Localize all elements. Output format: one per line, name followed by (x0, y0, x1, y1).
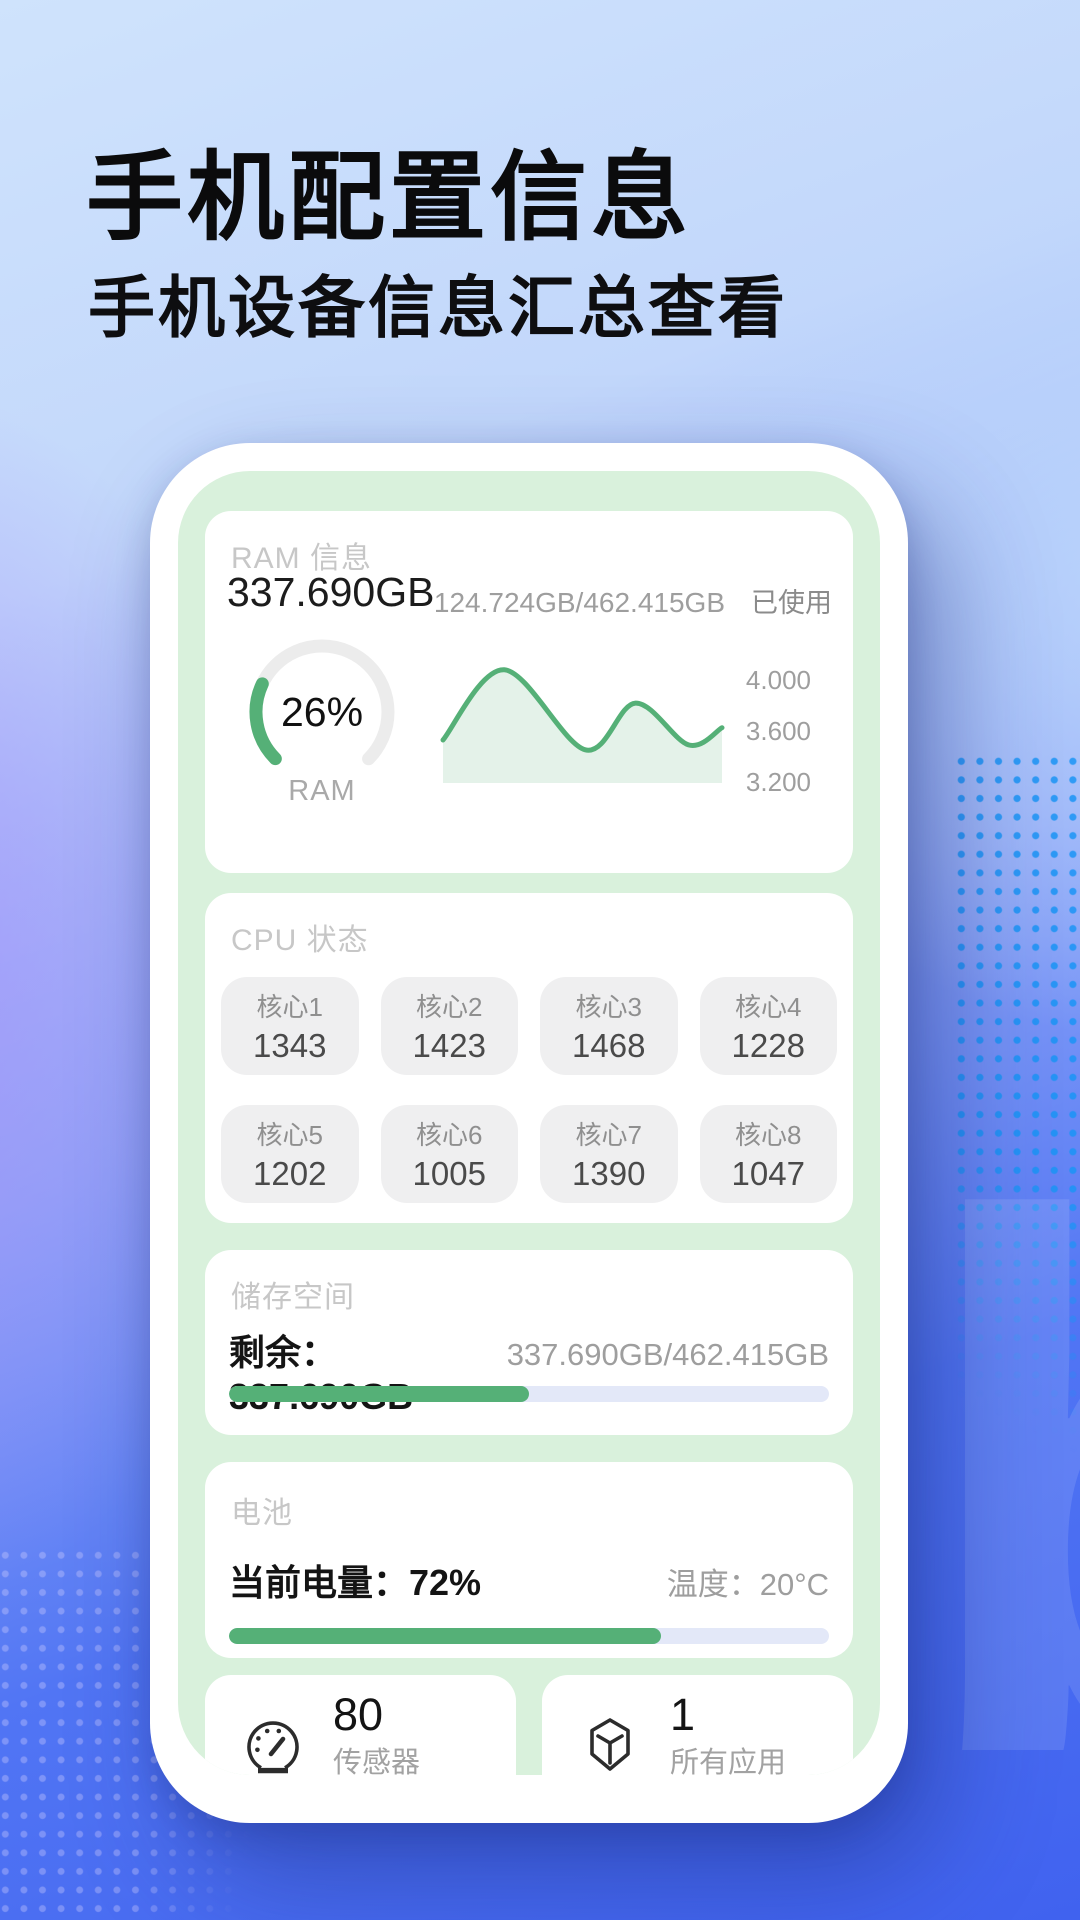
cpu-card-header: CPU 状态 (231, 924, 369, 957)
storage-card: 储存空间 剩余：337.690GB 337.690GB/462.415GB (205, 1250, 853, 1435)
cpu-core-value: 1047 (731, 1155, 805, 1192)
axis-tick-1: 4.000 (745, 665, 811, 695)
cpu-core-value: 1390 (572, 1155, 646, 1192)
battery-stat-row: 当前电量：72% 温度：20°C (229, 1554, 829, 1606)
ram-gauge-percent: 26% (280, 689, 364, 735)
cpu-core-label: 核心3 (575, 992, 642, 1022)
ram-gauge-chart: 26% RAM (237, 627, 407, 807)
apps-shortcut-card[interactable]: 1 所有应用 (542, 1675, 853, 1775)
storage-progress-bar (229, 1386, 829, 1402)
cpu-status-card: CPU 状态 核心1 1343 核心2 1423 核心3 1468 核心4 1228 核心5 12… (205, 893, 853, 1223)
storage-remaining: 剩余：337.690GB (229, 1332, 413, 1417)
ram-usage-row: 124.724GB/462.415GB 已使用 (434, 581, 832, 620)
ram-trend-area-chart (440, 667, 725, 783)
apps-count: 1 (670, 1689, 696, 1740)
cpu-core-tile: 核心8 1047 (699, 1105, 837, 1203)
sensor-count: 80 (333, 1689, 384, 1740)
phone-screen: RAM 信息 337.690GB 124.724GB/462.415GB 已使用… (178, 471, 880, 1775)
gauge-arc (249, 639, 395, 785)
storage-progress-fill (229, 1386, 529, 1402)
phone-mockup-frame: RAM 信息 337.690GB 124.724GB/462.415GB 已使用… (150, 443, 908, 1823)
axis-tick-2: 3.600 (745, 716, 811, 746)
cpu-core-label: 核心5 (256, 1120, 323, 1150)
cpu-core-value: 1343 (253, 1027, 327, 1064)
cpu-core-grid: 核心1 1343 核心2 1423 核心3 1468 核心4 1228 核心5 1202 核心6 10… (221, 977, 837, 1203)
cpu-core-value: 1468 (572, 1027, 646, 1064)
battery-temperature: 温度：20°C (666, 1567, 829, 1602)
ram-usage-ratio: 124.724GB/462.415GB (433, 587, 725, 618)
battery-level: 当前电量：72% (229, 1562, 482, 1603)
cpu-core-tile: 核心4 1228 (699, 977, 837, 1075)
axis-tick-3: 3.200 (745, 767, 811, 797)
cube-icon (578, 1713, 642, 1775)
page-title: 手机配置信息 (86, 143, 692, 252)
battery-card-header: 电池 (231, 1497, 293, 1530)
cpu-core-label: 核心6 (416, 1120, 483, 1150)
letter-b-watermark: b (912, 1108, 1080, 1868)
page-subtitle: 手机设备信息汇总查看 (88, 271, 788, 346)
cpu-core-label: 核心1 (256, 992, 323, 1022)
storage-card-header: 储存空间 (231, 1281, 355, 1314)
cpu-core-tile: 核心3 1468 (540, 977, 678, 1075)
cpu-core-value: 1005 (412, 1155, 486, 1192)
ram-free-value: 337.690GB (227, 569, 435, 615)
sensors-shortcut-card[interactable]: 80 传感器 (205, 1675, 516, 1775)
battery-progress-bar (229, 1628, 829, 1644)
gauge-icon (241, 1713, 305, 1775)
cpu-core-tile: 核心2 1423 (380, 977, 518, 1075)
cpu-core-tile: 核心1 1343 (221, 977, 359, 1075)
cpu-core-tile: 核心5 1202 (221, 1105, 359, 1203)
ram-card-header: RAM 信息 (231, 542, 372, 575)
cpu-core-label: 核心7 (575, 1120, 642, 1150)
cpu-core-value: 1423 (412, 1027, 486, 1064)
cpu-core-value: 1228 (731, 1027, 805, 1064)
cpu-core-value: 1202 (253, 1155, 327, 1192)
apps-label: 所有应用 (670, 1747, 787, 1775)
cpu-core-label: 核心4 (735, 992, 802, 1022)
cpu-core-label: 核心2 (416, 992, 483, 1022)
battery-card: 电池 当前电量：72% 温度：20°C (205, 1462, 853, 1658)
dot-pattern-right (952, 752, 1080, 1492)
storage-ratio: 337.690GB/462.415GB (506, 1337, 829, 1372)
ram-info-card: RAM 信息 337.690GB 124.724GB/462.415GB 已使用… (205, 511, 853, 873)
cpu-core-tile: 核心7 1390 (540, 1105, 678, 1203)
battery-progress-fill (229, 1628, 661, 1644)
sensor-label: 传感器 (333, 1747, 421, 1775)
storage-stat-row: 剩余：337.690GB 337.690GB/462.415GB (229, 1324, 829, 1418)
cpu-core-label: 核心8 (735, 1120, 802, 1150)
cpu-core-tile: 核心6 1005 (380, 1105, 518, 1203)
ram-used-label: 已使用 (751, 588, 832, 618)
ram-gauge-caption: RAM (288, 775, 356, 807)
